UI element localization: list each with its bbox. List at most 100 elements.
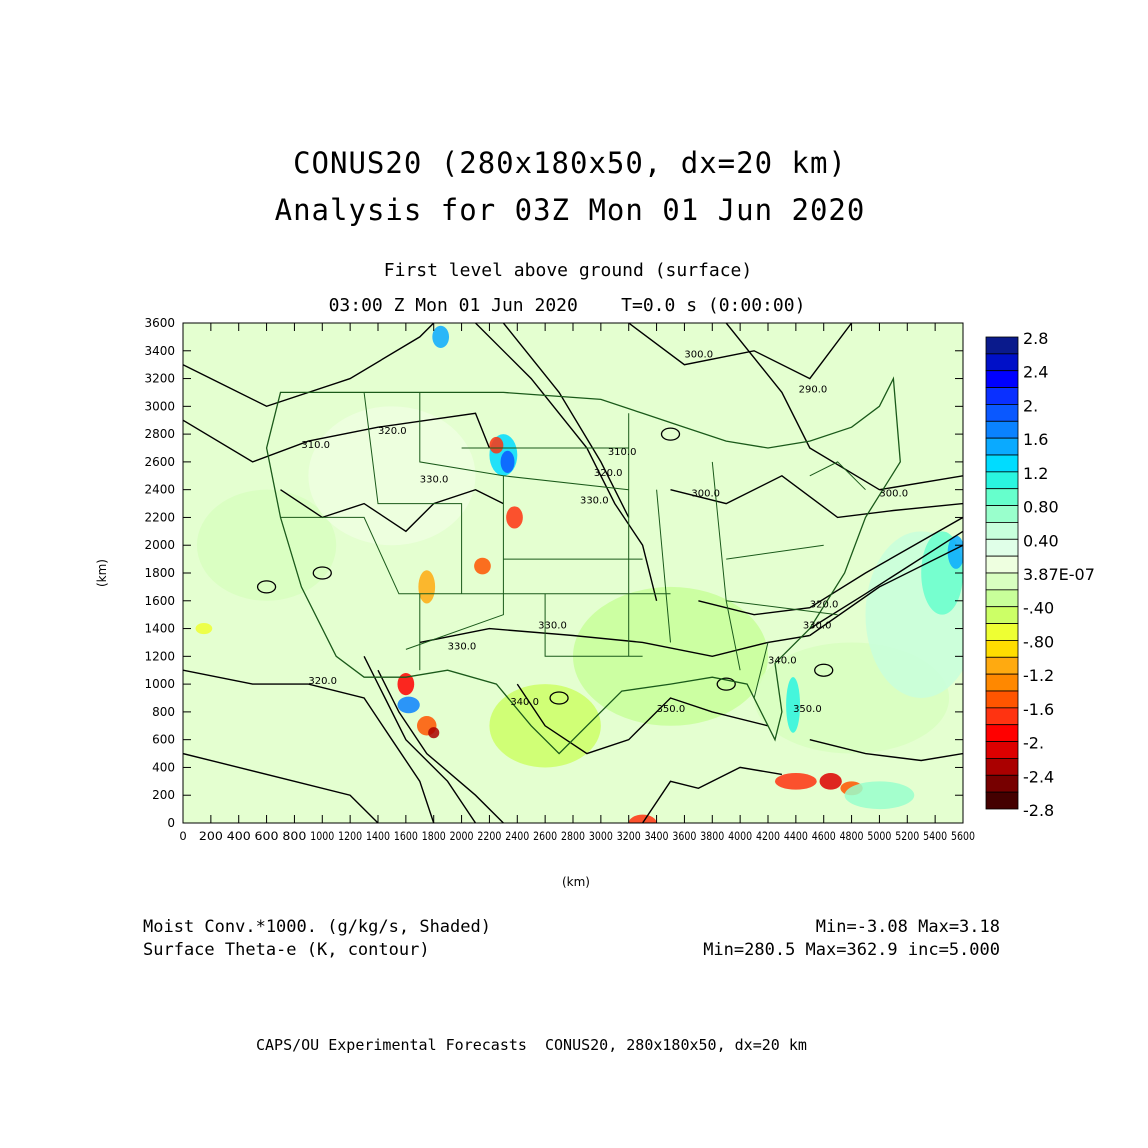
x-tick-label: 600 xyxy=(255,829,279,843)
contour-label: 350.0 xyxy=(657,704,686,715)
x-tick-label: 1600 xyxy=(394,829,418,843)
colorbar-label: -2. xyxy=(1023,734,1044,753)
theta-e-contour xyxy=(516,683,769,755)
contour-label: 350.0 xyxy=(793,704,822,715)
moisture-convergence-shade xyxy=(432,325,450,348)
contour-label: 320.0 xyxy=(594,468,623,479)
theta-e-contour-loop xyxy=(716,677,736,691)
x-tick-label: 400 xyxy=(227,829,251,843)
contour-label: 330.0 xyxy=(538,621,567,632)
shaded-field-range: Min=-3.08 Max=3.18 xyxy=(815,917,1000,937)
colorbar-swatch xyxy=(985,353,1019,372)
colorbar-swatch xyxy=(985,791,1019,810)
x-tick-label: 1400 xyxy=(366,829,390,843)
state-border xyxy=(280,516,671,595)
contour-label: 290.0 xyxy=(799,384,828,395)
x-tick-label: 5400 xyxy=(923,829,947,843)
plot-area: 300.0 290.0 310.0 320.0 330.0 310.0 320.0 330.0… xyxy=(183,323,963,823)
contour-label: 330.0 xyxy=(420,475,449,486)
moisture-convergence-shade xyxy=(628,814,657,823)
contour-field-range: Min=280.5 Max=362.9 inc=5.000 xyxy=(703,940,1000,960)
colorbar-swatch xyxy=(985,437,1019,456)
y-tick-label: 2800 xyxy=(144,427,175,441)
y-tick-label: 3200 xyxy=(144,372,175,386)
y-tick-label: 1600 xyxy=(144,594,175,608)
colorbar-swatch xyxy=(985,690,1019,709)
colorbar-swatch xyxy=(985,370,1019,388)
colorbar-swatch xyxy=(985,387,1019,405)
x-tick-label: 4800 xyxy=(840,829,864,843)
state-border xyxy=(544,593,643,657)
colorbar-swatch xyxy=(985,454,1019,473)
colorbar-swatch xyxy=(985,741,1019,759)
contour-label: 320.0 xyxy=(810,600,839,611)
moisture-convergence-shade xyxy=(474,557,491,575)
theta-e-contour xyxy=(502,323,630,518)
x-tick-label: 4200 xyxy=(756,829,780,843)
colorbar-label: 1.6 xyxy=(1023,430,1048,449)
y-tick-label: 3600 xyxy=(144,316,175,330)
x-tick-label: 3600 xyxy=(672,829,696,843)
moisture-convergence-shade xyxy=(786,677,801,733)
y-tick-label: 0 xyxy=(167,816,175,830)
contour-label: 340.0 xyxy=(768,655,797,666)
moisture-convergence-shade xyxy=(397,696,420,714)
colorbar-swatch xyxy=(985,471,1019,490)
colorbar-label: 0.40 xyxy=(1023,531,1059,550)
time-subtitle: 03:00 Z Mon 01 Jun 2020 T=0.0 s (0:00:00… xyxy=(328,295,806,316)
colorbar-swatch xyxy=(985,336,1019,355)
y-tick-label: 800 xyxy=(152,705,175,719)
theta-e-contour xyxy=(628,323,853,380)
theta-e-contour xyxy=(183,669,435,823)
theta-e-contour xyxy=(725,323,963,491)
colorbar-swatch xyxy=(985,774,1019,793)
colorbar-label: -.40 xyxy=(1023,599,1054,618)
moisture-convergence-shade xyxy=(500,450,515,473)
colorbar-swatch xyxy=(985,404,1019,422)
contour-label: 330.0 xyxy=(448,641,477,652)
x-tick-label: 2200 xyxy=(477,829,501,843)
colorbar-label: 0.80 xyxy=(1023,498,1059,517)
state-border xyxy=(405,475,504,650)
colorbar-label: 2.4 xyxy=(1023,363,1048,382)
state-border xyxy=(753,642,769,699)
y-tick-label: 3400 xyxy=(144,344,175,358)
colorbar-swatch xyxy=(985,623,1019,641)
colorbar-label: 2.8 xyxy=(1023,329,1048,348)
contour-label: 330.0 xyxy=(580,496,609,507)
theta-e-contour xyxy=(183,752,379,823)
colorbar-swatch xyxy=(985,656,1019,675)
x-tick-label: 5000 xyxy=(867,829,891,843)
x-tick-label: 800 xyxy=(282,829,306,843)
theta-e-contour xyxy=(809,530,963,630)
colorbar-swatch xyxy=(985,589,1019,608)
contour-label: 340.0 xyxy=(510,697,539,708)
state-border xyxy=(363,392,463,594)
state-border xyxy=(656,489,671,643)
contour-label: 310.0 xyxy=(301,440,330,451)
theta-e-contour-loop xyxy=(660,427,681,441)
y-tick-label: 1400 xyxy=(144,622,175,636)
moisture-convergence-shade xyxy=(774,773,817,790)
x-tick-label: 4400 xyxy=(784,829,808,843)
x-tick-label: 4000 xyxy=(728,829,752,843)
moisture-convergence-shade xyxy=(308,406,476,546)
colorbar-swatch xyxy=(985,724,1019,742)
theta-e-contour-loop xyxy=(549,691,569,705)
theta-e-contour xyxy=(670,474,963,519)
colorbar-label: -1.2 xyxy=(1023,666,1054,685)
state-border xyxy=(726,600,838,616)
theta-e-contour xyxy=(183,412,491,463)
theta-e-contour xyxy=(809,544,963,637)
moisture-convergence-shade xyxy=(418,570,436,604)
x-tick-label: 1800 xyxy=(422,829,446,843)
title-line2: Analysis for 03Z Mon 01 Jun 2020 xyxy=(274,193,866,227)
theta-e-contour xyxy=(475,323,658,601)
colorbar-label: -.80 xyxy=(1023,632,1054,651)
contour-label: 320.0 xyxy=(308,676,337,687)
theta-e-contour xyxy=(642,766,783,823)
moisture-convergence-shade xyxy=(947,535,963,569)
x-tick-label: 2400 xyxy=(505,829,529,843)
theta-e-contour-loop xyxy=(256,580,277,594)
